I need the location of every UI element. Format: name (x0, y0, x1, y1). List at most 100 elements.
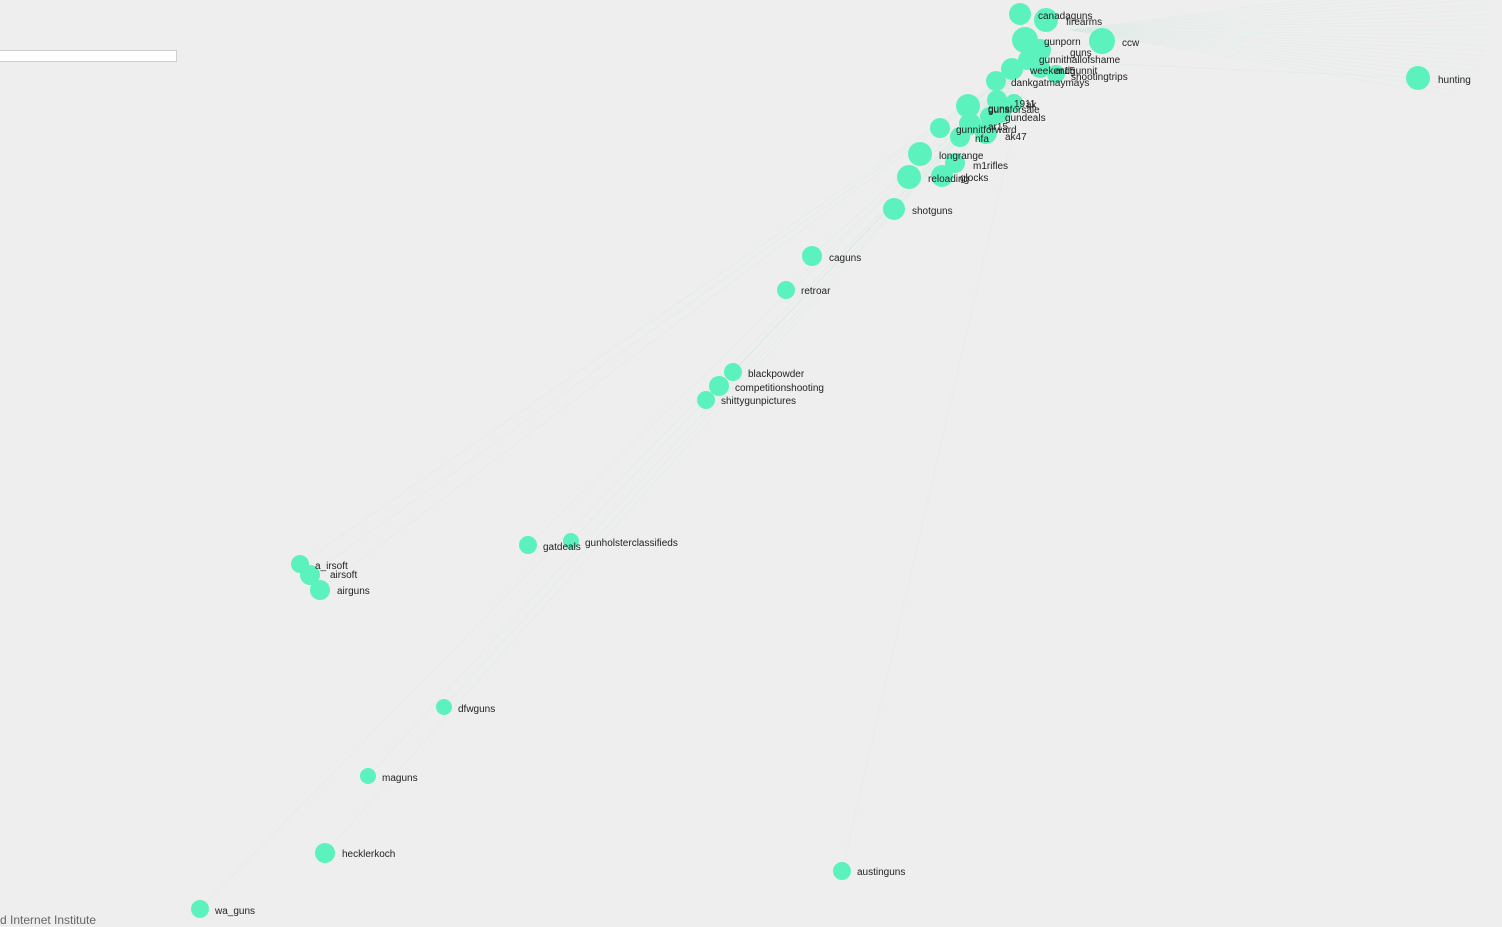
node-label: caguns (829, 253, 861, 264)
graph-edge (1069, 29, 1465, 81)
graph-node[interactable] (950, 127, 970, 147)
node-label: airsoft (330, 570, 357, 581)
graph-node[interactable] (436, 699, 452, 715)
graph-edge (1069, 29, 1490, 36)
node-label: gunholsterclassifieds (585, 538, 678, 549)
graph-edge (1069, 24, 1490, 31)
graph-edge (1069, 29, 1489, 41)
node-label: shotguns (912, 206, 953, 217)
node-label: gunnitforward (956, 125, 1017, 136)
graph-node[interactable] (315, 843, 335, 863)
graph-node[interactable] (519, 536, 537, 554)
node-label: gatdeals (543, 542, 581, 553)
graph-edge (443, 59, 1031, 708)
graph-node[interactable] (986, 71, 1006, 91)
node-label: weekendgunnit (1029, 66, 1097, 77)
graph-edge (1069, 29, 1478, 66)
graph-edge (1069, 29, 1474, 71)
graph-node[interactable] (777, 281, 795, 299)
graph-edge (1069, 29, 1481, 61)
graph-node[interactable] (945, 153, 965, 173)
graph-edge (1069, 0, 1336, 31)
search-input[interactable] (0, 50, 177, 62)
graph-edge (367, 59, 1031, 777)
graph-node[interactable] (310, 580, 330, 600)
graph-node[interactable] (833, 862, 851, 880)
graph-node[interactable] (709, 376, 729, 396)
node-label: gunporn (1044, 37, 1081, 48)
node-label: guns (1070, 48, 1092, 59)
node-label: nfa (975, 134, 989, 145)
graph-node[interactable] (908, 142, 932, 166)
node-label: gunnithallofshame (1039, 55, 1121, 66)
node-label: competitionshooting (735, 383, 824, 394)
node-label: dfwguns (458, 704, 495, 715)
graph-node[interactable] (697, 391, 715, 409)
graph-edge (1069, 29, 1448, 95)
graph-edge (1069, 0, 1308, 31)
node-label: a_irsoft (315, 561, 348, 572)
graph-node[interactable] (191, 900, 209, 918)
graph-node[interactable] (930, 118, 950, 138)
graph-node[interactable] (883, 198, 905, 220)
graph-node[interactable] (1030, 58, 1050, 78)
node-label: ar15 (1055, 66, 1075, 77)
graph-edge (1069, 9, 1486, 31)
graph-node[interactable] (931, 165, 953, 187)
graph-edge (1069, 29, 1486, 51)
graph-edge (1069, 29, 1460, 86)
node-label: wa_guns (214, 906, 255, 917)
graph-edge (1069, 0, 1477, 31)
graph-node[interactable] (975, 122, 997, 144)
node-label: canadaguns (1038, 11, 1093, 22)
node-label: maguns (382, 773, 418, 784)
graph-node[interactable] (1034, 8, 1058, 32)
graph-edge (1069, 19, 1489, 31)
graph-node[interactable] (1001, 58, 1023, 80)
graph-node[interactable] (1047, 65, 1065, 83)
graph-node[interactable] (360, 768, 376, 784)
graph-edge (1029, 59, 1419, 79)
graph-node[interactable] (802, 246, 822, 266)
node-label: hecklerkoch (342, 849, 395, 860)
node-label: gunsforsale (988, 105, 1040, 116)
node-layer (191, 3, 1430, 918)
graph-node[interactable] (563, 533, 579, 549)
credit-text: ford Internet Institute (0, 913, 97, 927)
graph-node[interactable] (1089, 28, 1115, 54)
graph-node[interactable] (724, 363, 742, 381)
node-label: austinguns (857, 867, 905, 878)
graph-edge (1069, 14, 1488, 31)
node-label: longrange (939, 151, 984, 162)
graph-edge (324, 59, 1031, 854)
graph-node[interactable] (300, 565, 320, 585)
graph-node[interactable] (1009, 3, 1031, 25)
graph-edge (1069, 0, 1372, 31)
graph-edge (527, 59, 1031, 546)
node-label: dankgatmaymays (1011, 78, 1089, 89)
node-label: hunting (1438, 75, 1471, 86)
node-label: firearms (1066, 17, 1102, 28)
graph-edge (1069, 29, 1488, 46)
node-label: shootingtrips (1071, 72, 1128, 83)
graph-edge (1069, 0, 1417, 31)
node-label: glocks (960, 173, 988, 184)
graph-node[interactable] (897, 165, 921, 189)
graph-node[interactable] (956, 94, 980, 118)
graph-edge (299, 59, 1031, 565)
graph-node[interactable] (980, 107, 1000, 127)
graph-edge (1069, 29, 1454, 91)
node-label: m1rifles (973, 161, 1008, 172)
node-label: 1911 (1014, 99, 1036, 110)
node-label: ak47 (1005, 132, 1027, 143)
graph-edge (309, 59, 1031, 576)
node-label: gundeals (1005, 113, 1046, 124)
node-label: guns (988, 104, 1010, 115)
graph-edge (1069, 29, 1484, 56)
graph-edge (1069, 4, 1484, 31)
node-label: retroar (801, 286, 831, 297)
graph-node[interactable] (1406, 66, 1430, 90)
